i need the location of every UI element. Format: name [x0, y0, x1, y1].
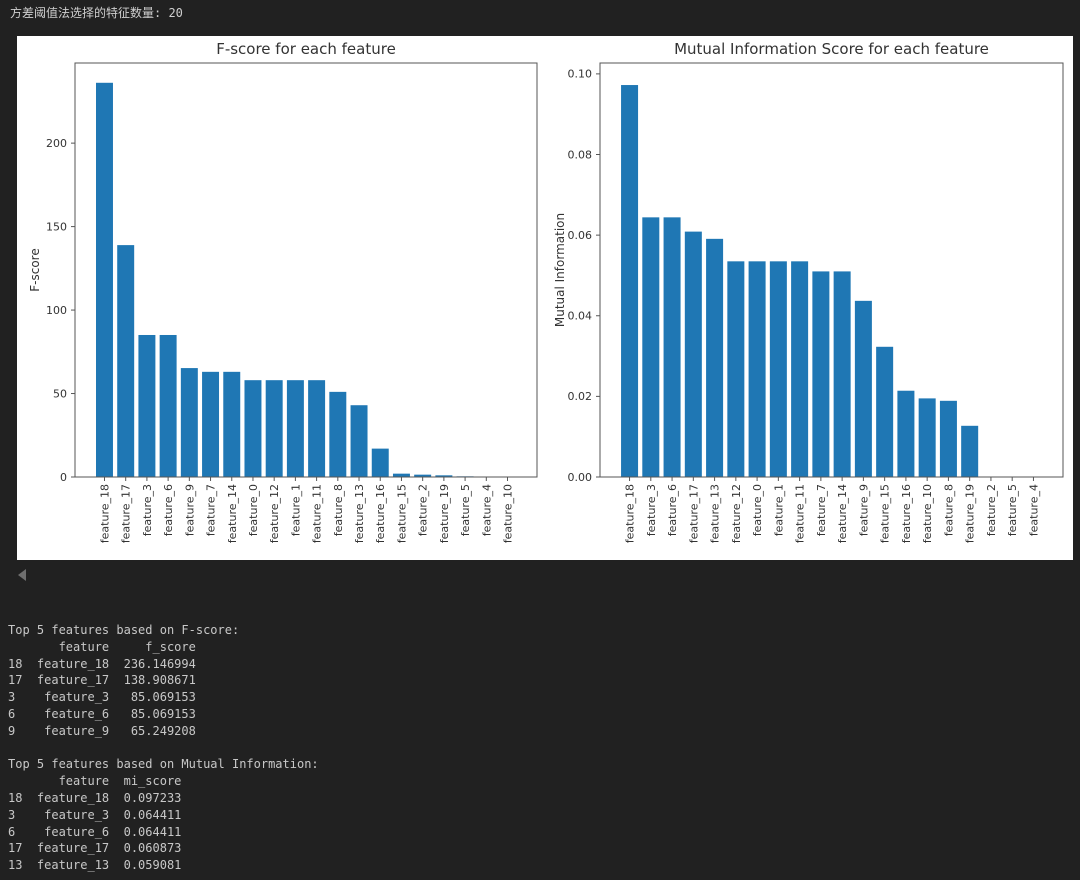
x-tick-label: feature_12: [730, 484, 743, 543]
x-tick-label: feature_7: [815, 484, 828, 536]
x-tick-label: feature_15: [879, 484, 892, 543]
x-tick-label: feature_2: [417, 484, 430, 536]
x-tick-label: feature_1: [772, 484, 785, 536]
bar-feature_17: [117, 245, 135, 477]
x-tick-label: feature_16: [900, 484, 913, 543]
y-axis-label: F-score: [28, 248, 42, 291]
y-tick-label: 0.08: [568, 148, 593, 161]
bar-feature_9: [180, 368, 198, 477]
x-tick-label: feature_0: [751, 484, 764, 536]
axes-spines: [599, 62, 1064, 478]
bar-feature_8: [329, 391, 347, 477]
x-tick-label: feature_16: [374, 484, 387, 543]
x-tick-label: feature_3: [141, 484, 154, 536]
x-tick-label: feature_9: [183, 484, 196, 536]
x-tick-label: feature_17: [687, 484, 700, 543]
x-tick-label: feature_19: [438, 484, 451, 543]
x-tick-label: feature_14: [836, 484, 849, 543]
x-tick-label: feature_19: [964, 484, 977, 543]
y-tick-label: 200: [46, 137, 67, 150]
bar-feature_19: [435, 475, 453, 477]
x-tick-label: feature_15: [395, 484, 408, 543]
x-tick-label: feature_6: [666, 484, 679, 536]
bar-feature_11: [791, 261, 809, 477]
bar-feature_2: [414, 474, 432, 477]
chart-fscore: 0 50 100 150 200 feature_18 feature_17 feature_…: [28, 40, 538, 543]
y-tick-label: 50: [53, 387, 67, 400]
bar-feature_19: [961, 425, 979, 477]
x-tick-label: feature_11: [311, 484, 324, 543]
x-tick-label: feature_3: [645, 484, 658, 536]
x-tick-label: feature_10: [502, 484, 515, 543]
bar-feature_7: [812, 271, 830, 477]
chart-mutual-info: 0.00 0.02 0.04 0.06 0.08 0.10 feature_18 featur…: [553, 40, 1064, 543]
bar-feature_17: [684, 231, 702, 477]
axes-spines: [74, 62, 538, 478]
chart-title: Mutual Information Score for each featur…: [674, 40, 989, 58]
x-tick-label: feature_10: [921, 484, 934, 543]
y-tick-label: 0.00: [568, 471, 593, 484]
bar-feature_7: [202, 371, 220, 477]
bar-feature_6: [663, 217, 681, 477]
matplotlib-figure: 0 50 100 150 200 feature_18 feature_17 feature_…: [17, 36, 1073, 560]
x-tick-label: feature_8: [332, 484, 345, 536]
bar-feature_15: [876, 346, 894, 477]
bar-feature_15: [392, 473, 410, 477]
bar-feature_1: [769, 261, 787, 477]
bar-feature_3: [138, 334, 156, 477]
bar-feature_0: [244, 380, 262, 477]
x-tick-label: feature_0: [247, 484, 260, 536]
y-tick-label: 100: [46, 304, 67, 317]
bar-feature_14: [833, 271, 851, 477]
x-tick-label: feature_6: [162, 484, 175, 536]
bar-feature_13: [706, 238, 724, 477]
bar-feature_8: [939, 400, 957, 477]
bar-feature_11: [308, 380, 326, 477]
x-tick-label: feature_7: [205, 484, 218, 536]
x-tick-label: feature_13: [709, 484, 722, 543]
bar-feature_9: [854, 300, 872, 477]
x-tick-label: feature_4: [480, 484, 493, 536]
x-tick-label: feature_2: [985, 484, 998, 536]
x-tick-label: feature_13: [353, 484, 366, 543]
collapse-output-icon[interactable]: [18, 569, 26, 581]
chart-title: F-score for each feature: [216, 40, 396, 58]
bar-feature_1: [286, 380, 304, 477]
bar-feature_13: [350, 405, 368, 477]
x-tick-label: feature_1: [289, 484, 302, 536]
bar-feature_12: [727, 261, 745, 477]
bar-feature_3: [642, 217, 660, 477]
bar-feature_6: [159, 334, 177, 477]
x-tick-label: feature_18: [98, 484, 111, 543]
x-tick-label: feature_11: [794, 484, 807, 543]
charts-canvas: 0 50 100 150 200 feature_18 feature_17 feature_…: [28, 40, 1064, 543]
console-feature-count-line: 方差阈值法选择的特征数量: 20: [10, 6, 183, 20]
bar-feature_18: [621, 85, 639, 477]
x-tick-label: feature_17: [120, 484, 133, 543]
x-tick-label: feature_5: [459, 484, 472, 536]
y-tick-label: 0.10: [568, 68, 593, 81]
bar-feature_0: [748, 261, 766, 477]
console-output-block: Top 5 features based on F-score: feature…: [8, 623, 319, 873]
x-tick-label: feature_9: [857, 484, 870, 536]
bar-feature_10: [918, 398, 936, 477]
bar-feature_12: [265, 380, 283, 477]
bar-feature_14: [223, 371, 241, 477]
x-tick-label: feature_18: [624, 484, 637, 543]
x-tick-label: feature_5: [1006, 484, 1019, 536]
bar-feature_18: [96, 82, 113, 477]
y-tick-label: 0.06: [568, 229, 593, 242]
x-tick-label: feature_14: [226, 484, 239, 543]
y-tick-label: 0.04: [568, 310, 593, 323]
y-tick-label: 0: [60, 471, 67, 484]
y-axis-label: Mutual Information: [553, 213, 567, 327]
x-tick-label: feature_8: [942, 484, 955, 536]
y-tick-label: 0.02: [568, 390, 593, 403]
bar-feature_16: [897, 390, 915, 477]
y-tick-label: 150: [46, 220, 67, 233]
bar-feature_16: [371, 448, 389, 477]
x-tick-label: feature_12: [268, 484, 281, 543]
x-tick-label: feature_4: [1027, 484, 1040, 536]
